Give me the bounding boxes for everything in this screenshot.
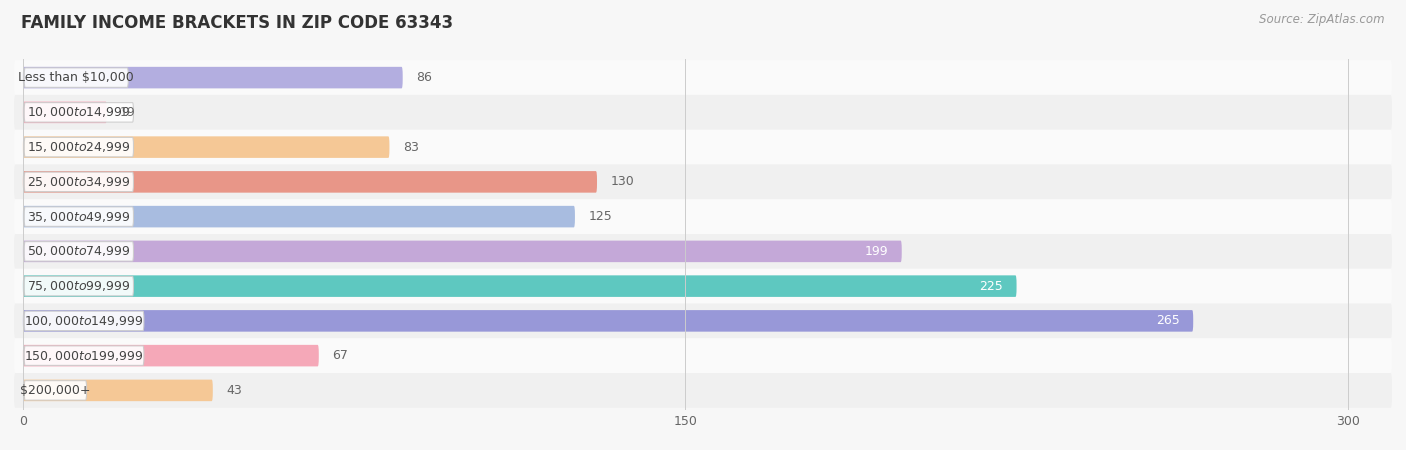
Text: $100,000 to $149,999: $100,000 to $149,999 — [24, 314, 143, 328]
Text: 86: 86 — [416, 71, 432, 84]
FancyBboxPatch shape — [22, 171, 598, 193]
FancyBboxPatch shape — [24, 103, 134, 122]
Text: $50,000 to $74,999: $50,000 to $74,999 — [27, 244, 131, 258]
FancyBboxPatch shape — [14, 165, 1392, 199]
Text: $15,000 to $24,999: $15,000 to $24,999 — [27, 140, 131, 154]
FancyBboxPatch shape — [24, 311, 143, 331]
FancyBboxPatch shape — [24, 276, 134, 296]
FancyBboxPatch shape — [22, 345, 319, 366]
FancyBboxPatch shape — [14, 338, 1392, 373]
FancyBboxPatch shape — [14, 60, 1392, 95]
Text: 225: 225 — [980, 279, 1004, 292]
FancyBboxPatch shape — [14, 234, 1392, 269]
FancyBboxPatch shape — [24, 207, 134, 226]
FancyBboxPatch shape — [22, 275, 1017, 297]
Text: 265: 265 — [1156, 315, 1180, 328]
Text: 43: 43 — [226, 384, 242, 397]
FancyBboxPatch shape — [24, 172, 134, 192]
Text: 199: 199 — [865, 245, 889, 258]
FancyBboxPatch shape — [24, 381, 87, 400]
Text: $150,000 to $199,999: $150,000 to $199,999 — [24, 349, 143, 363]
FancyBboxPatch shape — [22, 241, 901, 262]
FancyBboxPatch shape — [14, 199, 1392, 234]
FancyBboxPatch shape — [24, 346, 143, 365]
Text: Less than $10,000: Less than $10,000 — [18, 71, 134, 84]
Text: $10,000 to $14,999: $10,000 to $14,999 — [27, 105, 131, 119]
FancyBboxPatch shape — [14, 373, 1392, 408]
FancyBboxPatch shape — [22, 380, 212, 401]
Text: $75,000 to $99,999: $75,000 to $99,999 — [27, 279, 131, 293]
Text: FAMILY INCOME BRACKETS IN ZIP CODE 63343: FAMILY INCOME BRACKETS IN ZIP CODE 63343 — [21, 14, 453, 32]
FancyBboxPatch shape — [22, 310, 1194, 332]
Text: 67: 67 — [332, 349, 347, 362]
FancyBboxPatch shape — [22, 67, 402, 88]
FancyBboxPatch shape — [24, 68, 128, 87]
FancyBboxPatch shape — [22, 206, 575, 227]
FancyBboxPatch shape — [14, 130, 1392, 165]
Text: $35,000 to $49,999: $35,000 to $49,999 — [27, 210, 131, 224]
Text: 125: 125 — [588, 210, 612, 223]
Text: 19: 19 — [120, 106, 136, 119]
FancyBboxPatch shape — [22, 102, 107, 123]
FancyBboxPatch shape — [24, 137, 134, 157]
FancyBboxPatch shape — [14, 95, 1392, 130]
Text: $200,000+: $200,000+ — [20, 384, 90, 397]
FancyBboxPatch shape — [14, 269, 1392, 303]
FancyBboxPatch shape — [22, 136, 389, 158]
FancyBboxPatch shape — [14, 303, 1392, 338]
Text: $25,000 to $34,999: $25,000 to $34,999 — [27, 175, 131, 189]
FancyBboxPatch shape — [24, 242, 134, 261]
Text: 130: 130 — [610, 176, 634, 189]
Text: 83: 83 — [402, 140, 419, 153]
Text: Source: ZipAtlas.com: Source: ZipAtlas.com — [1260, 14, 1385, 27]
